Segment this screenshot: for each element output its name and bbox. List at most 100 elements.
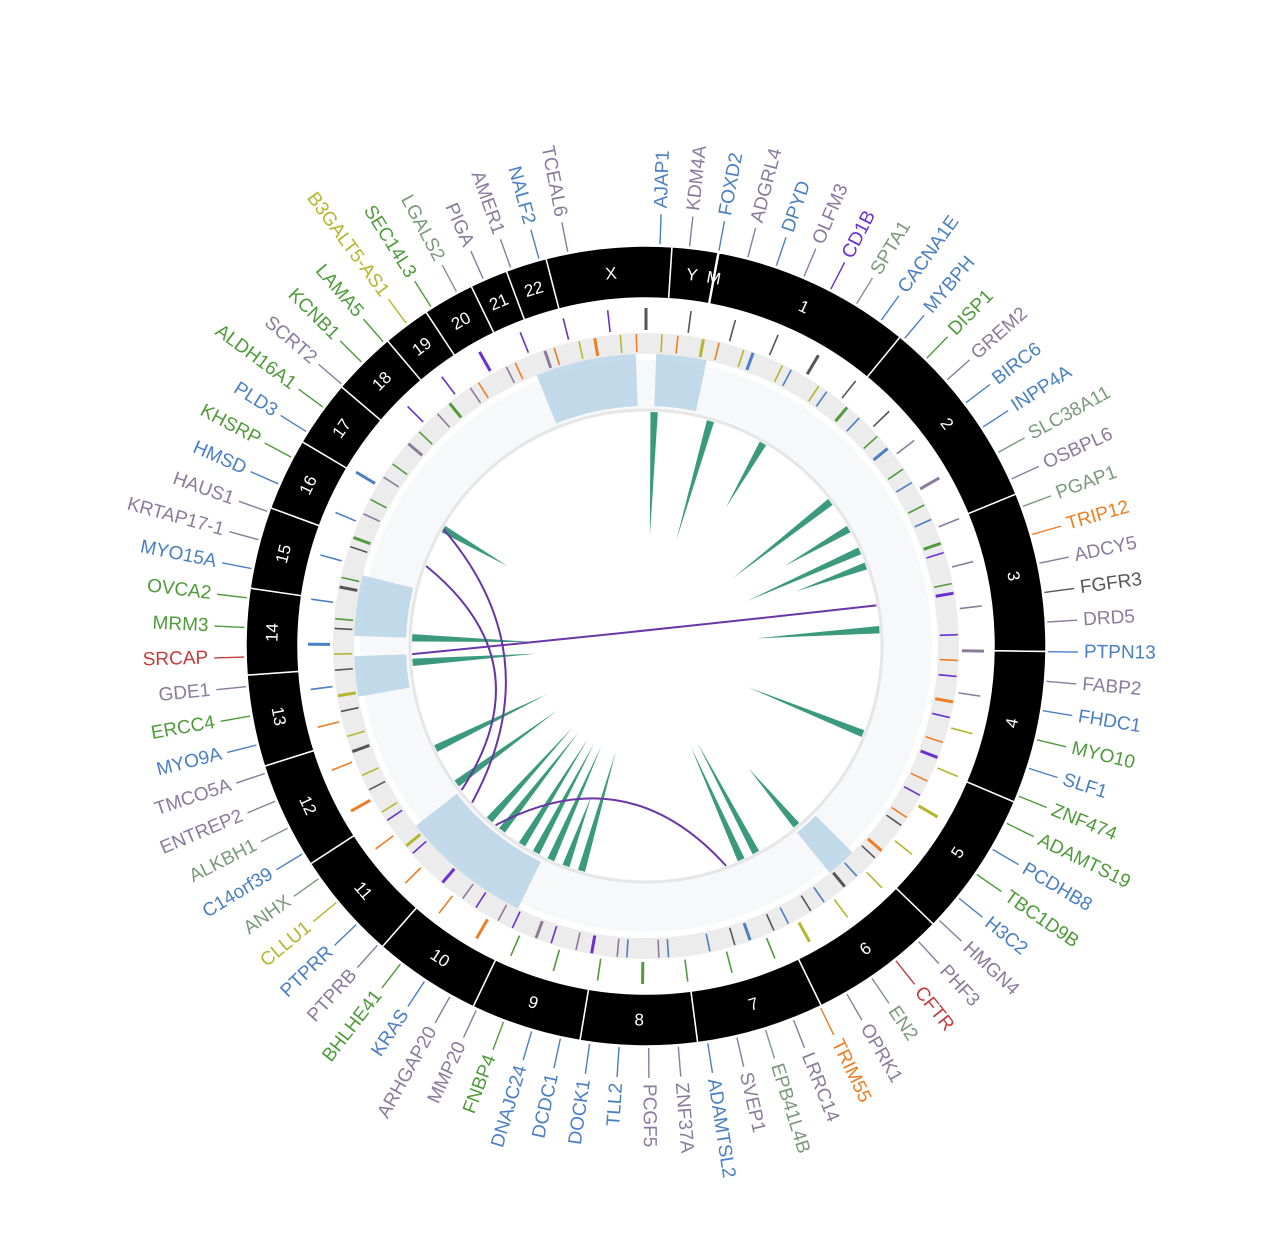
chromosome-label: 13 bbox=[268, 705, 290, 727]
mutation-tick bbox=[441, 376, 456, 395]
gene-connector bbox=[214, 625, 245, 629]
mutation-tick bbox=[813, 886, 825, 903]
gene-connector bbox=[677, 1046, 682, 1077]
gene-connector bbox=[939, 920, 962, 942]
gene-label-tll2: TLL2 bbox=[603, 1082, 627, 1127]
mutation-tick bbox=[657, 939, 660, 958]
gene-connector bbox=[775, 237, 787, 266]
chromosome-label: M bbox=[705, 268, 722, 289]
mutation-tick bbox=[352, 536, 371, 546]
chromosome-label: X bbox=[604, 264, 617, 284]
track-backgrounds bbox=[333, 333, 959, 959]
mutation-tick bbox=[361, 767, 379, 777]
gene-label-drd5: DRD5 bbox=[1083, 606, 1136, 630]
spike bbox=[532, 743, 595, 855]
mutation-tick bbox=[350, 799, 371, 813]
gene-connector bbox=[803, 248, 817, 277]
link-arc bbox=[425, 565, 497, 791]
gene-connector bbox=[871, 978, 890, 1004]
mutation-tick bbox=[925, 736, 943, 744]
mutation-tick bbox=[626, 939, 629, 958]
mutation-tick bbox=[340, 706, 359, 713]
mutation-tick bbox=[914, 518, 932, 528]
gene-connector bbox=[917, 941, 940, 965]
mutation-tick bbox=[438, 895, 454, 914]
mutation-tick bbox=[505, 366, 516, 384]
mutation-tick bbox=[926, 551, 944, 559]
spike bbox=[784, 525, 851, 566]
gene-connector bbox=[747, 227, 757, 258]
mutation-tick bbox=[477, 382, 489, 399]
mutation-tick bbox=[910, 772, 928, 782]
gene-connector bbox=[236, 772, 265, 784]
gene-label-fabp2: FABP2 bbox=[1081, 674, 1142, 700]
spike bbox=[690, 746, 745, 862]
gene-connector bbox=[965, 383, 991, 404]
gene-connector bbox=[1039, 556, 1069, 564]
mutation-tick bbox=[519, 331, 530, 354]
gene-label-myo9a: MYO9A bbox=[154, 744, 224, 781]
mutation-tick bbox=[805, 354, 820, 375]
spike bbox=[796, 562, 868, 592]
mutation-tick bbox=[863, 435, 878, 450]
gene-connector bbox=[298, 388, 324, 408]
gene-label-ovca2: OVCA2 bbox=[146, 575, 212, 604]
gene-connector bbox=[895, 960, 916, 985]
mutation-tick bbox=[386, 809, 403, 821]
gene-label-hmsd: HMSD bbox=[190, 437, 250, 479]
mutation-tick bbox=[412, 840, 427, 854]
mutation-tick bbox=[311, 598, 334, 604]
mutation-tick bbox=[808, 385, 820, 402]
mutation-tick bbox=[782, 369, 792, 387]
spike bbox=[441, 525, 508, 566]
mutation-tick bbox=[590, 935, 597, 954]
mutation-ticks bbox=[307, 308, 984, 984]
spike bbox=[726, 441, 767, 508]
gene-connector bbox=[356, 944, 379, 968]
mutation-tick bbox=[745, 352, 755, 371]
mutation-tick bbox=[872, 447, 889, 462]
gene-label-gde1: GDE1 bbox=[158, 680, 212, 706]
mutation-tick bbox=[616, 938, 620, 957]
mutation-tick bbox=[383, 476, 400, 488]
mutation-tick bbox=[907, 504, 925, 514]
mutation-tick bbox=[765, 913, 775, 931]
gene-label-mrm3: MRM3 bbox=[152, 613, 209, 637]
heatmap-segment bbox=[536, 354, 638, 424]
gene-connector bbox=[216, 685, 247, 691]
gene-connector bbox=[530, 229, 540, 259]
gene-label-haus1: HAUS1 bbox=[170, 468, 237, 509]
spike bbox=[732, 499, 833, 579]
gene-label-cd1b: CD1B bbox=[838, 207, 880, 262]
gene-label-foxd2: FOXD2 bbox=[715, 151, 747, 217]
gene-label-fhdc1: FHDC1 bbox=[1077, 706, 1143, 737]
chromosome-label: 8 bbox=[634, 1010, 644, 1029]
mutation-tick bbox=[448, 402, 463, 419]
chromosome-label: Y bbox=[685, 265, 699, 285]
chromosome-label: 22 bbox=[522, 277, 546, 301]
spike bbox=[755, 626, 880, 639]
gene-connector bbox=[946, 359, 971, 381]
gene-connector bbox=[470, 250, 484, 279]
gene-connector bbox=[387, 298, 407, 324]
heatmap-segment bbox=[415, 793, 541, 909]
heatmap-segment bbox=[797, 815, 853, 873]
mutation-tick bbox=[320, 554, 342, 562]
link-arc bbox=[495, 797, 727, 867]
gene-connector bbox=[407, 981, 426, 1007]
mutation-tick bbox=[923, 541, 942, 551]
gene-label-fnbp4: FNBP4 bbox=[459, 1051, 500, 1116]
spike bbox=[499, 732, 579, 833]
mutation-tick bbox=[846, 417, 860, 432]
gene-connector bbox=[856, 277, 873, 304]
mutation-tick bbox=[773, 365, 784, 382]
mutation-tick bbox=[675, 335, 679, 354]
spike bbox=[434, 694, 548, 752]
mutation-tick bbox=[958, 692, 981, 697]
gene-connector bbox=[238, 500, 268, 513]
mutation-tick bbox=[939, 658, 958, 662]
gene-connector bbox=[434, 996, 451, 1024]
gene-connector bbox=[492, 1021, 505, 1051]
mutation-tick bbox=[894, 840, 913, 855]
